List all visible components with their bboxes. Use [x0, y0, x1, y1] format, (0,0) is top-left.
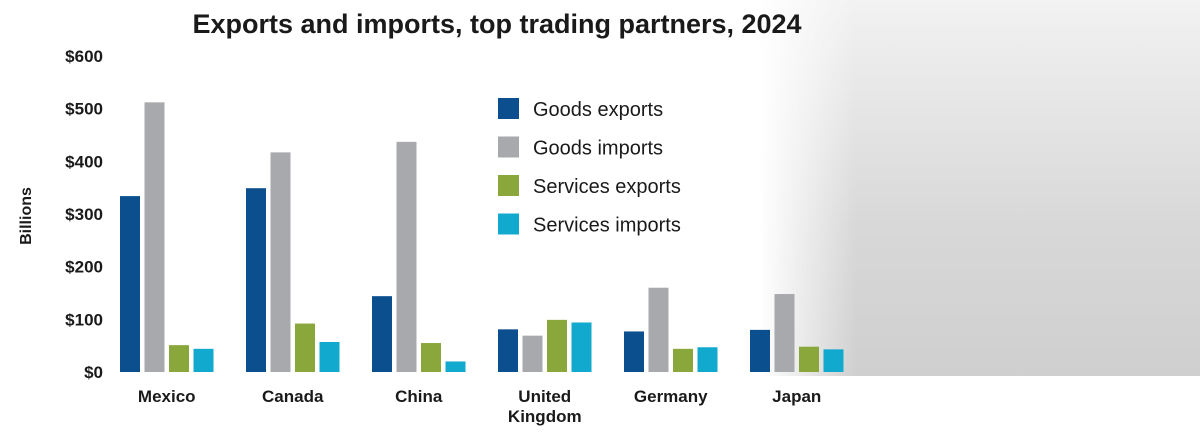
bar	[498, 329, 518, 372]
bar	[120, 196, 140, 372]
bar	[372, 296, 392, 372]
legend-swatch	[498, 175, 519, 196]
bar	[319, 341, 340, 372]
x-tick-label: United	[518, 387, 571, 406]
x-tick-label: Germany	[634, 387, 708, 406]
bar	[270, 152, 291, 372]
bar	[421, 343, 441, 372]
bar	[547, 319, 567, 372]
bar	[774, 294, 795, 372]
y-tick-label: $100	[65, 310, 103, 329]
businessman-photo	[760, 0, 1200, 376]
bar	[823, 349, 844, 372]
y-tick-label: $300	[65, 205, 103, 224]
x-tick-label: Canada	[262, 387, 324, 406]
legend: Goods exports Goods imports Services expor…	[498, 98, 681, 237]
bar	[673, 348, 693, 372]
bar	[144, 102, 165, 372]
y-axis-ticks: $0 $100 $200 $300 $400 $500 $600	[65, 47, 103, 382]
legend-swatch	[498, 136, 519, 158]
y-tick-label: $0	[84, 363, 103, 382]
y-tick-label: $200	[65, 258, 103, 277]
bar	[193, 348, 214, 372]
legend-label: Services exports	[533, 176, 681, 198]
y-axis-label: Billions	[18, 187, 35, 245]
y-tick-label: $500	[65, 100, 103, 119]
x-tick-label: China	[395, 387, 443, 406]
bar	[169, 345, 189, 372]
legend-swatch	[498, 98, 519, 119]
bars	[120, 102, 844, 372]
bar	[522, 335, 543, 372]
bar	[571, 322, 592, 372]
x-tick-label: Mexico	[138, 387, 196, 406]
legend-swatch	[498, 213, 519, 235]
x-tick-label: Japan	[772, 387, 821, 406]
legend-label: Goods exports	[533, 99, 663, 121]
y-tick-label: $600	[65, 47, 103, 66]
bar	[648, 287, 669, 372]
bar	[799, 346, 819, 372]
bar	[697, 347, 718, 372]
legend-label: Goods imports	[533, 138, 663, 160]
bar	[295, 323, 315, 372]
x-tick-label: Kingdom	[508, 407, 582, 426]
chart-title: Exports and imports, top trading partner…	[192, 9, 801, 39]
legend-label: Services imports	[533, 215, 681, 237]
bar	[750, 329, 770, 372]
bar	[445, 361, 466, 372]
y-tick-label: $400	[65, 152, 103, 171]
bar	[624, 331, 644, 372]
bar	[396, 141, 417, 372]
bar	[246, 188, 266, 372]
